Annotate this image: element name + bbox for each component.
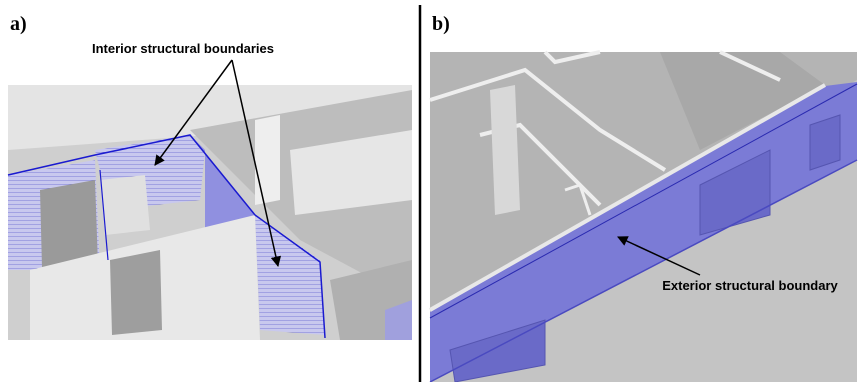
panel-b-render — [430, 52, 857, 382]
annotation: Exterior structural boundary — [662, 278, 838, 293]
panel-label: b) — [432, 13, 450, 35]
page: a) b) Interior structural boundaries Ext… — [0, 0, 864, 382]
panel-label: a) — [10, 13, 27, 35]
annotation: Interior structural boundaries — [92, 41, 274, 56]
figure: a) b) Interior structural boundaries Ext… — [0, 0, 864, 382]
panel-a-render — [8, 85, 412, 340]
